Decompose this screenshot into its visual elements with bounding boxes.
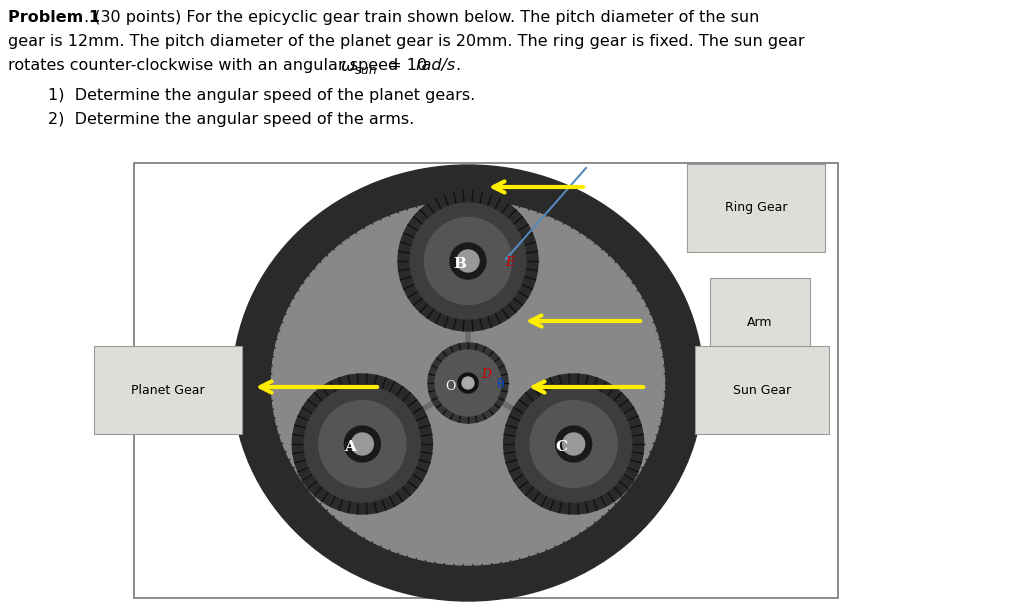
Circle shape — [398, 191, 538, 331]
Circle shape — [562, 433, 585, 455]
Circle shape — [435, 350, 501, 416]
Text: . (30 points) For the epicyclic gear train shown below. The pitch diameter of th: . (30 points) For the epicyclic gear tra… — [84, 10, 760, 25]
Text: E: E — [506, 256, 515, 270]
Text: D: D — [481, 368, 490, 382]
Circle shape — [462, 377, 474, 389]
Circle shape — [428, 343, 508, 423]
Text: Problem 1: Problem 1 — [8, 10, 100, 25]
Text: .: . — [455, 58, 460, 73]
Text: C: C — [556, 440, 567, 454]
Circle shape — [344, 426, 380, 462]
Text: = 10: = 10 — [383, 58, 427, 73]
Text: gear is 12mm. The pitch diameter of the planet gear is 20mm. The ring gear is fi: gear is 12mm. The pitch diameter of the … — [8, 34, 805, 49]
Text: B: B — [454, 257, 467, 271]
Text: O: O — [444, 379, 456, 393]
Ellipse shape — [271, 201, 665, 565]
Circle shape — [530, 400, 617, 487]
Circle shape — [516, 386, 632, 502]
Text: θ: θ — [497, 379, 504, 391]
Text: A: A — [344, 440, 356, 454]
Circle shape — [304, 386, 420, 502]
Text: rad/s: rad/s — [415, 58, 456, 73]
Text: rotates counter-clockwise with an angular speed: rotates counter-clockwise with an angula… — [8, 58, 403, 73]
Text: Ring Gear: Ring Gear — [725, 201, 787, 215]
Circle shape — [457, 250, 479, 272]
Text: 1)  Determine the angular speed of the planet gears.: 1) Determine the angular speed of the pl… — [48, 88, 475, 103]
Circle shape — [318, 400, 406, 487]
Circle shape — [425, 218, 512, 305]
Circle shape — [450, 243, 486, 279]
Circle shape — [504, 374, 644, 514]
Text: Planet Gear: Planet Gear — [131, 384, 205, 397]
Circle shape — [410, 203, 526, 319]
Ellipse shape — [232, 165, 703, 601]
Text: Sun Gear: Sun Gear — [733, 384, 792, 397]
Text: $\omega_{sun}$: $\omega_{sun}$ — [340, 58, 378, 76]
Text: Arm: Arm — [748, 315, 773, 329]
Circle shape — [351, 433, 374, 455]
FancyBboxPatch shape — [134, 163, 838, 598]
Circle shape — [292, 374, 432, 514]
Circle shape — [556, 426, 592, 462]
Text: 2)  Determine the angular speed of the arms.: 2) Determine the angular speed of the ar… — [48, 112, 415, 127]
Circle shape — [458, 373, 478, 393]
